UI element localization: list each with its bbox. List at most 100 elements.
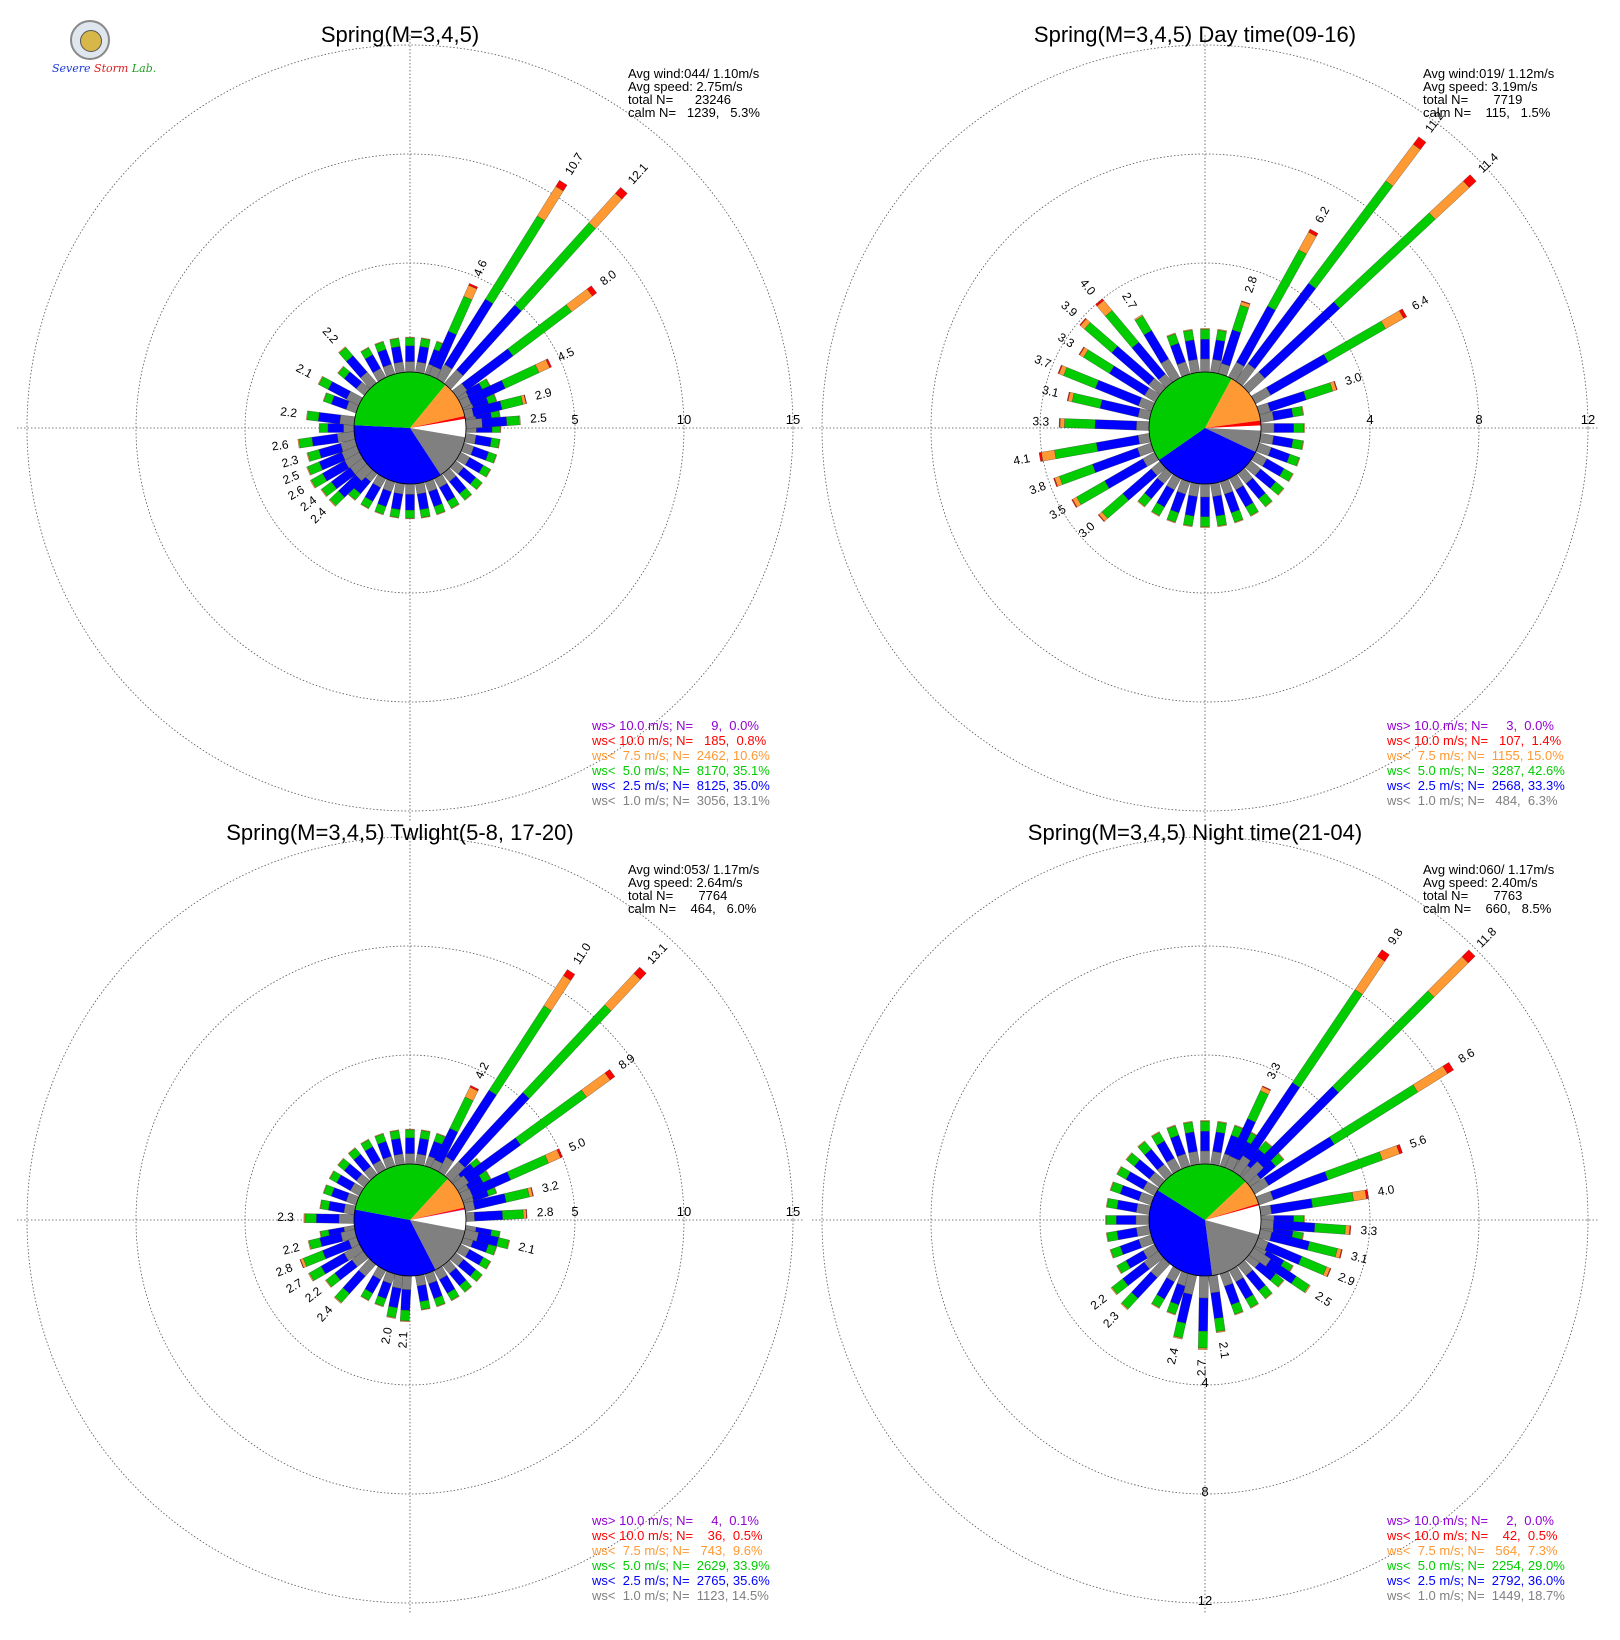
bar-segment xyxy=(586,285,597,297)
pie-outline xyxy=(353,371,467,485)
background-bar-segment xyxy=(328,1170,335,1180)
bar-segment xyxy=(1071,499,1078,508)
stat-line: Avg wind:019/ 1.12m/s xyxy=(1423,66,1555,81)
legend-entry: ws< 1.0 m/s; N= 1449, 18.7% xyxy=(1386,1588,1565,1603)
bar-segment xyxy=(523,394,527,404)
bar-segment xyxy=(401,1275,412,1291)
bar-label: 2.7 xyxy=(1119,290,1140,312)
bar-segment xyxy=(1083,349,1115,374)
bar-segment xyxy=(338,346,347,354)
bar-segment xyxy=(469,1085,479,1092)
bar-label: 5.6 xyxy=(1408,1132,1429,1151)
background-bar-segment xyxy=(428,488,443,507)
bar-label: 4.6 xyxy=(470,257,490,278)
bar-segment xyxy=(545,358,552,368)
bar-segment xyxy=(1078,346,1085,356)
bar-label: 4.2 xyxy=(472,1060,492,1081)
bar-segment xyxy=(555,180,568,192)
bar-segment xyxy=(543,975,572,1011)
pie-slice-lt25 xyxy=(354,1209,436,1277)
background-bar-segment xyxy=(1264,1292,1273,1300)
background-bar-segment xyxy=(436,1303,446,1308)
bar-label: 5.0 xyxy=(567,1135,588,1155)
bar-segment xyxy=(333,1296,342,1304)
legend-entry: ws< 10.0 m/s; N= 36, 0.5% xyxy=(591,1528,763,1543)
background-bar-segment xyxy=(1170,1134,1186,1157)
bar-segment xyxy=(1063,367,1099,389)
background-bar-segment xyxy=(374,1303,384,1308)
bar-label: 4.5 xyxy=(555,344,576,364)
legend-entry: ws< 10.0 m/s; N= 42, 0.5% xyxy=(1386,1528,1558,1543)
range-ring xyxy=(135,153,685,703)
pie-slice-lt10 xyxy=(410,1207,465,1220)
bar-label: 3.0 xyxy=(1076,519,1098,541)
background-bar-segment xyxy=(1170,491,1186,514)
bar-label: 6.4 xyxy=(1409,293,1431,314)
bar-segment xyxy=(604,973,641,1012)
bar-segment xyxy=(1298,1256,1327,1276)
bar-segment xyxy=(325,1279,332,1288)
bar-segment xyxy=(465,1211,475,1222)
bar-segment xyxy=(1399,308,1407,319)
background-bar-segment xyxy=(416,346,429,364)
background-bar-segment xyxy=(421,1307,431,1311)
background-bar-segment xyxy=(1224,491,1240,514)
bar-label: 3.9 xyxy=(1058,298,1080,320)
stat-line: total N= 7764 xyxy=(628,888,727,903)
background-bar-segment xyxy=(474,434,492,447)
university-seal-icon xyxy=(70,20,110,60)
bar-segment xyxy=(1298,231,1317,255)
stat-line: Avg speed: 2.64m/s xyxy=(628,875,743,890)
bar-segment xyxy=(566,288,593,313)
stat-line: calm N= 660, 8.5% xyxy=(1423,901,1552,916)
stat-line: total N= 7719 xyxy=(1423,92,1522,107)
background-bar-segment xyxy=(421,1129,431,1133)
pie-slice-lt75 xyxy=(410,384,465,428)
ring-label: 4 xyxy=(1366,412,1373,427)
pie-slice-lt25 xyxy=(1149,1190,1213,1277)
bar-label: 2.1 xyxy=(1216,1341,1232,1360)
background-bar-segment xyxy=(415,482,427,495)
bar-segment xyxy=(307,410,320,422)
chart-title: Spring(M=3,4,5) Night time(21-04) xyxy=(1028,820,1362,845)
bar-segment xyxy=(400,1309,410,1322)
background-bar-segment xyxy=(1106,1215,1117,1225)
background-bar-segment xyxy=(1273,423,1294,433)
bar-segment xyxy=(1428,180,1470,220)
legend-entry: ws< 1.0 m/s; N= 3056, 13.1% xyxy=(591,793,770,808)
background-bar-segment xyxy=(405,1153,415,1165)
background-bar-segment xyxy=(405,1137,415,1154)
background-bar-segment xyxy=(1200,516,1210,527)
bar-segment xyxy=(1463,174,1477,188)
bar-label: 2.8 xyxy=(1242,274,1261,295)
legend-entry: ws< 7.5 m/s; N= 564, 7.3% xyxy=(1386,1543,1558,1558)
bar-segment xyxy=(1120,1302,1129,1311)
pie-slice-lt1 xyxy=(1205,428,1261,452)
bar-segment xyxy=(1329,1084,1419,1145)
bar-segment xyxy=(1270,1198,1313,1215)
background-bar-segment xyxy=(1135,1215,1150,1225)
bar-segment xyxy=(1136,420,1150,431)
background-bar-segment xyxy=(1303,423,1305,433)
background-bar-segment xyxy=(1277,487,1285,496)
bar-segment xyxy=(1084,322,1118,354)
bar-label: 11.4 xyxy=(1475,150,1501,176)
background-bar-segment xyxy=(347,1147,356,1155)
pie-slice-lt25 xyxy=(1159,428,1256,484)
stat-line: Avg speed: 2.40m/s xyxy=(1423,875,1538,890)
bar-segment xyxy=(468,283,478,290)
background-bar-segment xyxy=(360,346,370,353)
background-bar-segment xyxy=(1166,332,1176,337)
ring-label: 5 xyxy=(571,412,578,427)
bar-segment xyxy=(633,966,647,980)
bar-segment xyxy=(465,418,483,429)
bar-segment xyxy=(581,1072,611,1098)
bar-segment xyxy=(1059,463,1096,485)
bar-segment xyxy=(1349,1225,1352,1235)
bar-segment xyxy=(1339,1249,1343,1259)
legend-entry: ws< 10.0 m/s; N= 185, 0.8% xyxy=(591,733,767,748)
stat-line: total N= 7763 xyxy=(1423,888,1522,903)
bar-segment xyxy=(1079,317,1087,326)
bar-segment xyxy=(1198,1275,1209,1299)
